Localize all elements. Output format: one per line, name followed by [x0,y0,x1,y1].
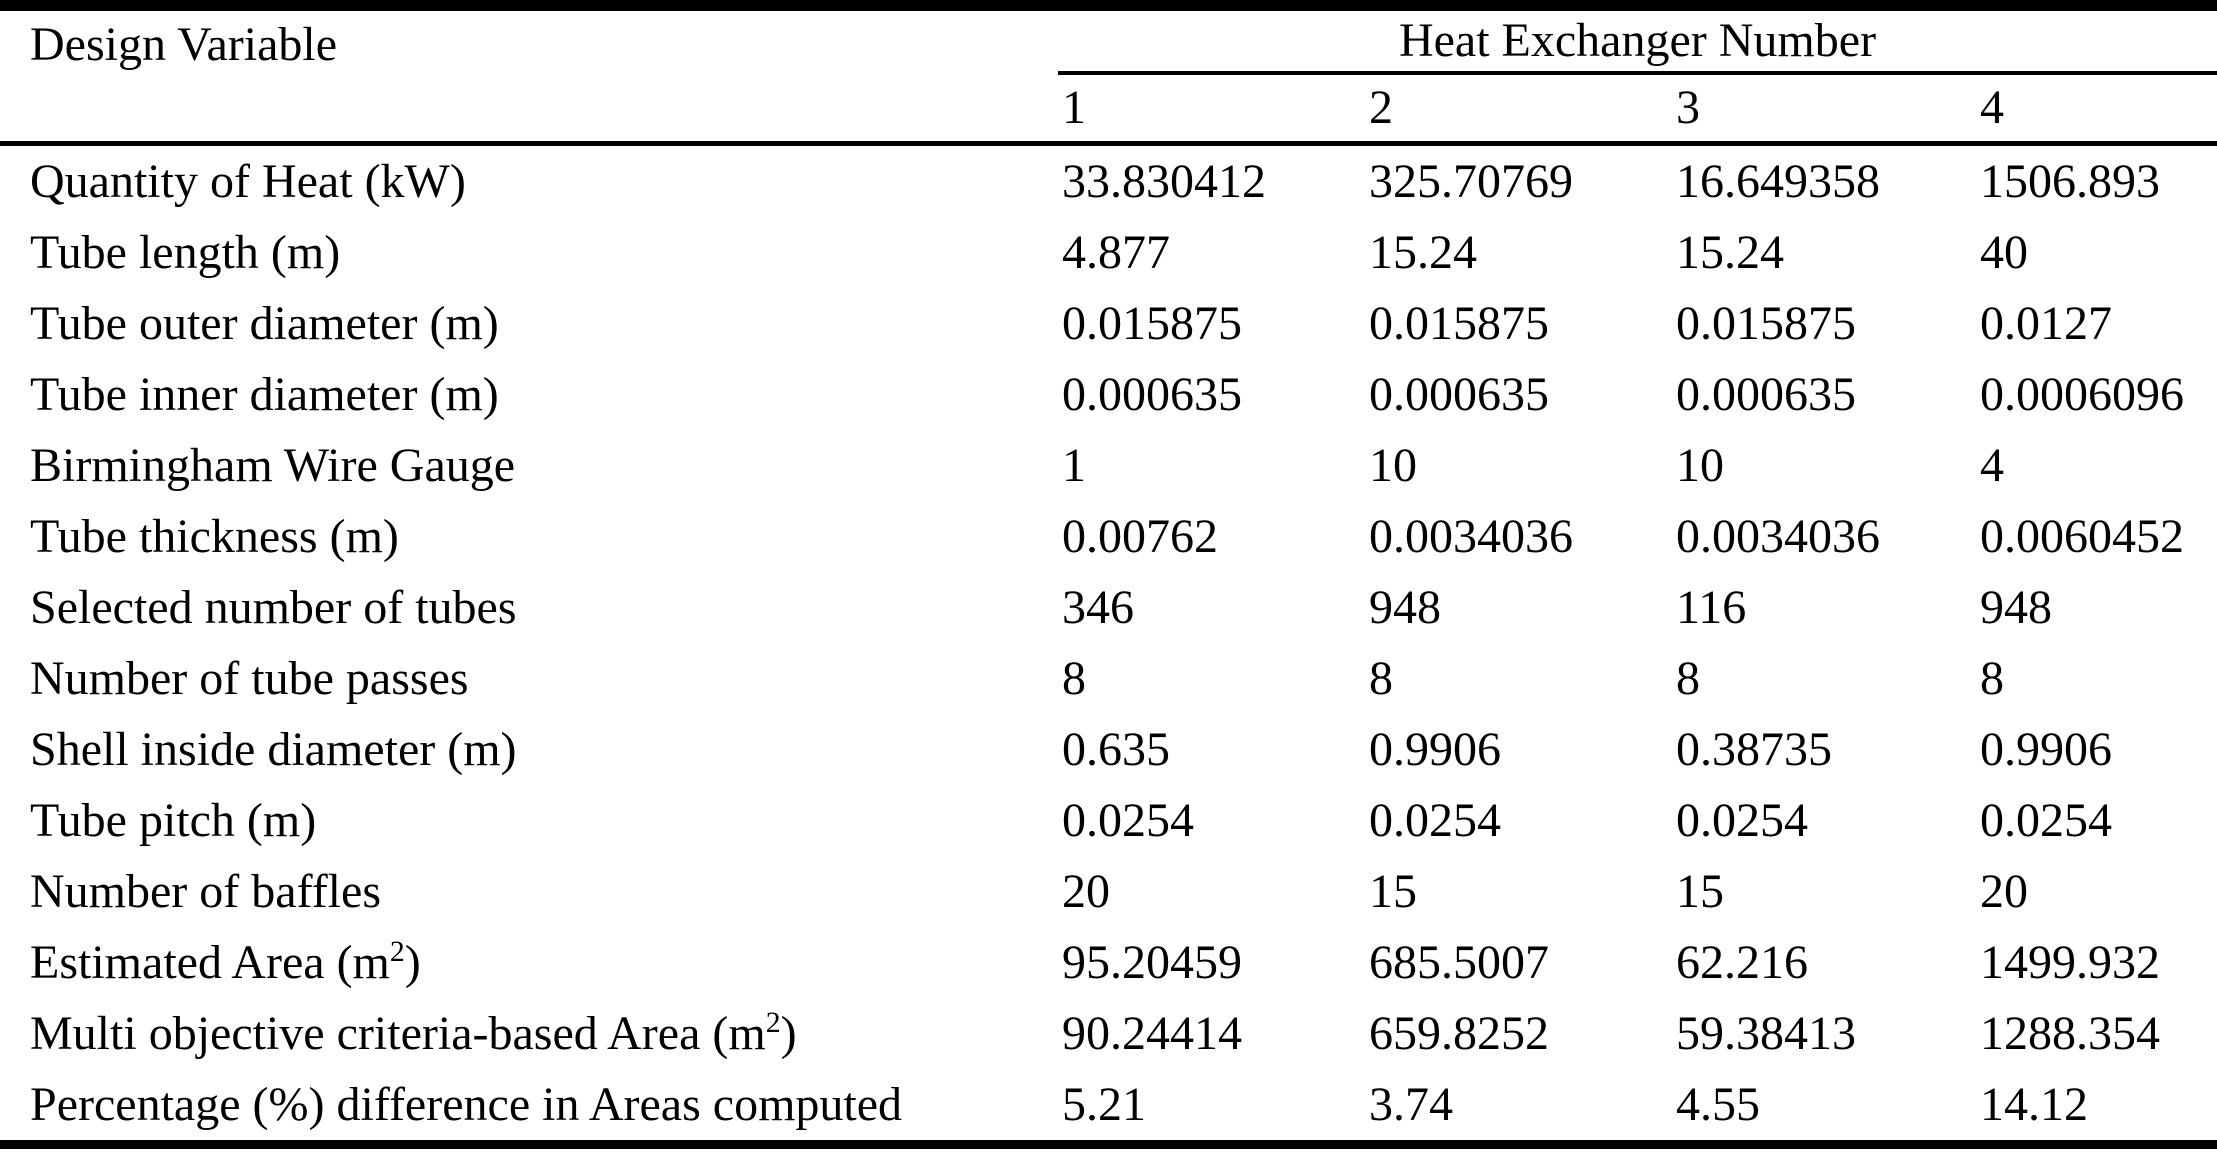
value-cell: 0.0034036 [1676,509,1880,563]
value-cell: 33.830412 [1062,154,1266,208]
value-cell: 8 [1062,651,1086,705]
row-label: Tube outer diameter (m) [30,296,499,350]
value-cell: 1 [1062,438,1086,492]
value-cell: 10 [1369,438,1417,492]
value-cell: 4.55 [1676,1077,1760,1131]
column-header-4: 4 [1976,73,2217,146]
value-cell: 95.20459 [1062,935,1242,989]
value-cell: 0.015875 [1676,296,1856,350]
row-label: Quantity of Heat (kW) [30,154,466,208]
value-cell: 90.24414 [1062,1006,1242,1060]
value-cell: 0.000635 [1369,367,1549,421]
row-label: Multi objective criteria-based Area (m2) [30,1006,797,1060]
row-label: Tube inner diameter (m) [30,367,499,421]
value-cell: 0.0254 [1369,793,1501,847]
value-cell: 0.0254 [1980,793,2112,847]
table-row: Tube outer diameter (m) 0.015875 0.015875 0… [0,288,2217,359]
value-cell: 8 [1980,651,2004,705]
row-label: Tube thickness (m) [30,509,399,563]
value-cell: 0.00762 [1062,509,1218,563]
row-label: Selected number of tubes [30,580,517,634]
value-cell: 15 [1369,864,1417,918]
table-row: Shell inside diameter (m) 0.635 0.9906 0.38… [0,714,2217,785]
value-cell: 0.0034036 [1369,509,1573,563]
header-row-columns: 1 2 3 4 [0,73,2217,146]
table-body: Quantity of Heat (kW) 33.830412 325.70769 1… [0,144,2217,1145]
row-label: Tube length (m) [30,225,341,279]
row-label: Percentage (%) difference in Areas compu… [30,1077,903,1131]
group-header: Heat Exchanger Number [1058,5,2217,75]
table-row: Number of tube passes 8 8 8 8 [0,643,2217,714]
value-cell: 346 [1062,580,1134,634]
value-cell: 8 [1369,651,1393,705]
column-header-1: 1 [1058,73,1365,146]
superscript: 2 [389,935,405,969]
superscript: 2 [765,1006,781,1040]
value-cell: 0.0060452 [1980,509,2184,563]
value-cell: 0.0254 [1062,793,1194,847]
row-label: Estimated Area (m2) [30,935,421,989]
column-header-3: 3 [1672,73,1976,146]
value-cell: 0.38735 [1676,722,1832,776]
value-cell: 40 [1980,225,2028,279]
value-cell: 0.0006096 [1980,367,2184,421]
table-row: Multi objective criteria-based Area (m2)… [0,998,2217,1069]
column-header-2: 2 [1365,73,1672,146]
value-cell: 659.8252 [1369,1006,1549,1060]
table-row: Tube inner diameter (m) 0.000635 0.000635 0… [0,359,2217,430]
value-cell: 15.24 [1369,225,1477,279]
value-cell: 685.5007 [1369,935,1549,989]
table-row: Tube thickness (m) 0.00762 0.0034036 0.0034… [0,501,2217,572]
row-label: Number of tube passes [30,651,469,705]
value-cell: 59.38413 [1676,1006,1856,1060]
value-cell: 0.635 [1062,722,1170,776]
row-label: Number of baffles [30,864,381,918]
value-cell: 948 [1369,580,1441,634]
value-cell: 0.000635 [1676,367,1856,421]
value-cell: 948 [1980,580,2052,634]
table-row: Quantity of Heat (kW) 33.830412 325.70769 1… [0,144,2217,218]
value-cell: 10 [1676,438,1724,492]
value-cell: 20 [1062,864,1110,918]
value-cell: 4.877 [1062,225,1170,279]
value-cell: 3.74 [1369,1077,1453,1131]
value-cell: 0.0254 [1676,793,1808,847]
value-cell: 116 [1676,580,1747,634]
value-cell: 0.015875 [1062,296,1242,350]
value-cell: 1499.932 [1980,935,2160,989]
row-label: Shell inside diameter (m) [30,722,517,776]
value-cell: 20 [1980,864,2028,918]
table-row: Percentage (%) difference in Areas compu… [0,1069,2217,1145]
value-cell: 5.21 [1062,1077,1146,1131]
value-cell: 1506.893 [1980,154,2160,208]
value-cell: 0.015875 [1369,296,1549,350]
table-row: Selected number of tubes 346 948 116 948 [0,572,2217,643]
value-cell: 0.000635 [1062,367,1242,421]
table-row: Estimated Area (m2) 95.20459 685.5007 62.21… [0,927,2217,998]
table-row: Tube length (m) 4.877 15.24 15.24 40 [0,217,2217,288]
table-row: Number of baffles 20 15 15 20 [0,856,2217,927]
table-header: Design Variable Heat Exchanger Number 1 … [0,5,2217,146]
value-cell: 0.9906 [1980,722,2112,776]
value-cell: 62.216 [1676,935,1808,989]
value-cell: 15.24 [1676,225,1784,279]
row-label: Tube pitch (m) [30,793,317,847]
value-cell: 14.12 [1980,1077,2088,1131]
header-row-group: Design Variable Heat Exchanger Number [0,5,2217,146]
value-cell: 0.0127 [1980,296,2112,350]
value-cell: 8 [1676,651,1700,705]
value-cell: 1288.354 [1980,1006,2160,1060]
value-cell: 16.649358 [1676,154,1880,208]
value-cell: 4 [1980,438,2004,492]
value-cell: 0.9906 [1369,722,1501,776]
value-cell: 325.70769 [1369,154,1573,208]
value-cell: 15 [1676,864,1724,918]
table-row: Birmingham Wire Gauge 1 10 10 4 [0,430,2217,501]
table-row: Tube pitch (m) 0.0254 0.0254 0.0254 0.0254 [0,785,2217,856]
design-variable-header: Design Variable [0,5,1058,146]
row-label: Birmingham Wire Gauge [30,438,516,492]
